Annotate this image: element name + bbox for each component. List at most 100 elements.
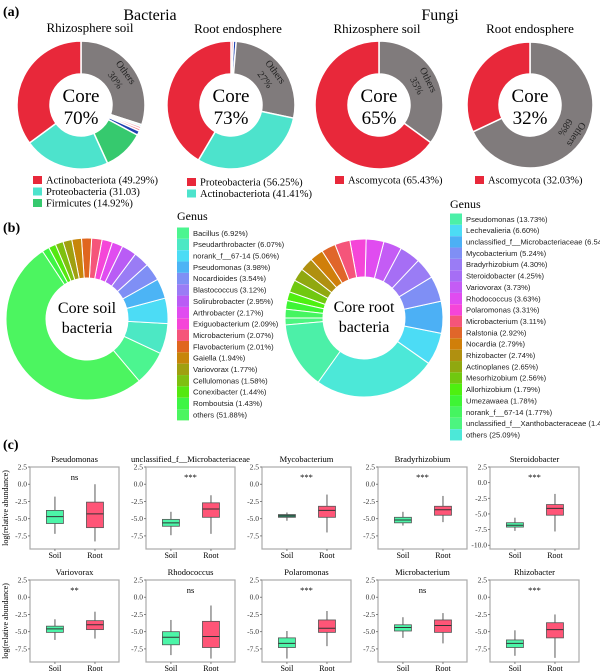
y-tick-label: 0.0 [134,480,144,489]
legend-swatch [177,386,189,398]
x-tick-label: Soil [164,551,178,560]
y-tick-label: -2.5 [363,610,375,619]
bacteria-heading: Bacteria [123,7,176,24]
legend-label: Cellulomonas (1.58%) [193,376,268,385]
boxplot-panel: Polaromonas *** 2.5 0.0 -2.5 -5.0 -7.5 Soil Root [247,567,352,672]
x-tick-label: Root [435,664,451,672]
slice-ascomycota [314,40,432,170]
chart-title: Rhizosphere soil [46,20,133,35]
significance-label: *** [300,472,313,482]
legend-swatch [450,281,462,293]
legend-label: Conexibacter (1.44%) [193,388,267,397]
y-tick-label: -5.0 [475,509,487,518]
legend-label: Flavobacterium (2.01%) [193,342,274,351]
y-tick-label: 2.5 [478,576,488,585]
chart-title: Root endosphere [486,21,574,36]
panel-title: unclassified_f__Microbacteriaceae [131,454,250,464]
y-tick-label: 0.0 [478,478,488,487]
legend-swatch [187,189,196,198]
center-value: 32% [513,108,548,129]
legend-swatch [177,329,189,341]
center-label: Core soil [58,300,117,317]
y-tick-label: 0.0 [366,593,376,602]
slice-others [5,250,140,401]
legend-swatch [450,304,462,316]
box [546,504,564,516]
y-tick-label: 2.5 [366,463,376,472]
legend-label: Firmicutes (14.92%) [46,199,133,210]
y-tick-label: -2.5 [475,610,487,619]
legend-label: Mesorhizobium (2.56%) [466,374,547,383]
legend-label: Bradyrhizobium (4.30%) [466,260,548,269]
panel-title: Steroidobacter [510,454,560,464]
legend-swatch [450,406,462,418]
y-tick-label: -7.5 [247,531,259,540]
y-tick-label: -2.5 [363,497,375,506]
y-tick-label: -5.0 [247,514,259,523]
box [86,501,104,529]
x-tick-label: Soil [396,551,410,560]
legend-label: Exiguobacterium (2.09%) [193,320,279,329]
legend-label: Steroidobacter (4.25%) [466,272,545,281]
legend-label: Actinobacteriota (49.29%) [46,176,158,187]
legend-label: Proteobacteria (56.25%) [200,178,303,189]
legend-swatch [450,361,462,373]
significance-label: ns [187,585,195,595]
legend-swatch [177,375,189,387]
center-label: Core [213,86,250,107]
boxplot-panel: Bradyrhizobium *** 2.5 0.0 -2.5 -5.0 -7.5 Soil R… [363,454,468,560]
legend-label: Romboutsia (1.43%) [193,399,263,408]
center-label-2: bacteria [62,320,113,337]
legend-swatch [450,258,462,271]
center-label: Core root [334,299,395,316]
legend-swatch [177,409,189,421]
legend-label: Gaiella (1.94%) [193,354,246,363]
y-tick-label: -5.0 [15,514,27,523]
significance-label: *** [416,472,429,482]
legend-label: Pseudomonas (3.98%) [193,263,271,272]
legend-label: Allorhizobium (1.79%) [466,385,541,394]
center-value: 65% [362,108,397,129]
slice-norank-f-67-14 [125,297,169,325]
y-tick-label: 0.0 [18,593,28,602]
panel-title: Mycobacterium [280,454,334,464]
legend-swatch [450,270,462,282]
boxplot-panel: unclassified_f__Microbacteriaceae *** 2.5 0… [131,454,250,560]
panel-label-c: (c) [3,438,19,453]
panel-title: Variovorax [56,567,95,577]
y-tick-label: -7.5 [363,644,375,653]
legend-swatch [187,178,196,186]
plot-frame [29,579,120,663]
y-tick-label: -5.0 [131,514,143,523]
slice-actinobacteriota [197,110,295,170]
slice-proteobacteria [166,40,232,162]
box [434,505,452,516]
x-tick-label: Root [547,664,563,672]
legend-title: Genus [177,209,208,223]
center-label-2: bacteria [339,319,390,336]
plot-frame [377,579,468,663]
slice-rhizobacter [301,258,338,294]
slice-microbacterium [334,239,358,281]
y-tick-label: -7.5 [475,525,487,534]
x-tick-label: Root [203,551,219,560]
legend-label: Nocardioides (3.54%) [193,274,266,283]
legend-label: norank_f__67-14 (1.77%) [466,408,553,417]
boxplot-panel: Microbacterium ns 2.5 0.0 -2.5 -5.0 -7.5 Soil Ro… [363,567,468,672]
legend-swatch [335,176,344,184]
y-tick-label: 0.0 [478,593,488,602]
legend-label: Proteobacteria (31.03) [46,187,140,198]
plot-frame [261,579,352,663]
y-tick-label: 2.5 [250,463,260,472]
legend-label: Mycobacterium (5.24%) [466,249,547,258]
significance-label: *** [300,585,313,595]
panel-label-a: (a) [3,5,20,20]
genus-donut-chart: Core soil bacteria Genus Bacillus (6.92%) Ps… [5,209,285,421]
significance-label: ns [71,472,79,482]
legend-swatch [177,352,189,364]
chart-title: Rhizosphere soil [333,21,420,36]
y-tick-label: 2.5 [366,576,376,585]
plot-frame [489,466,580,550]
legend-swatch [177,238,189,251]
